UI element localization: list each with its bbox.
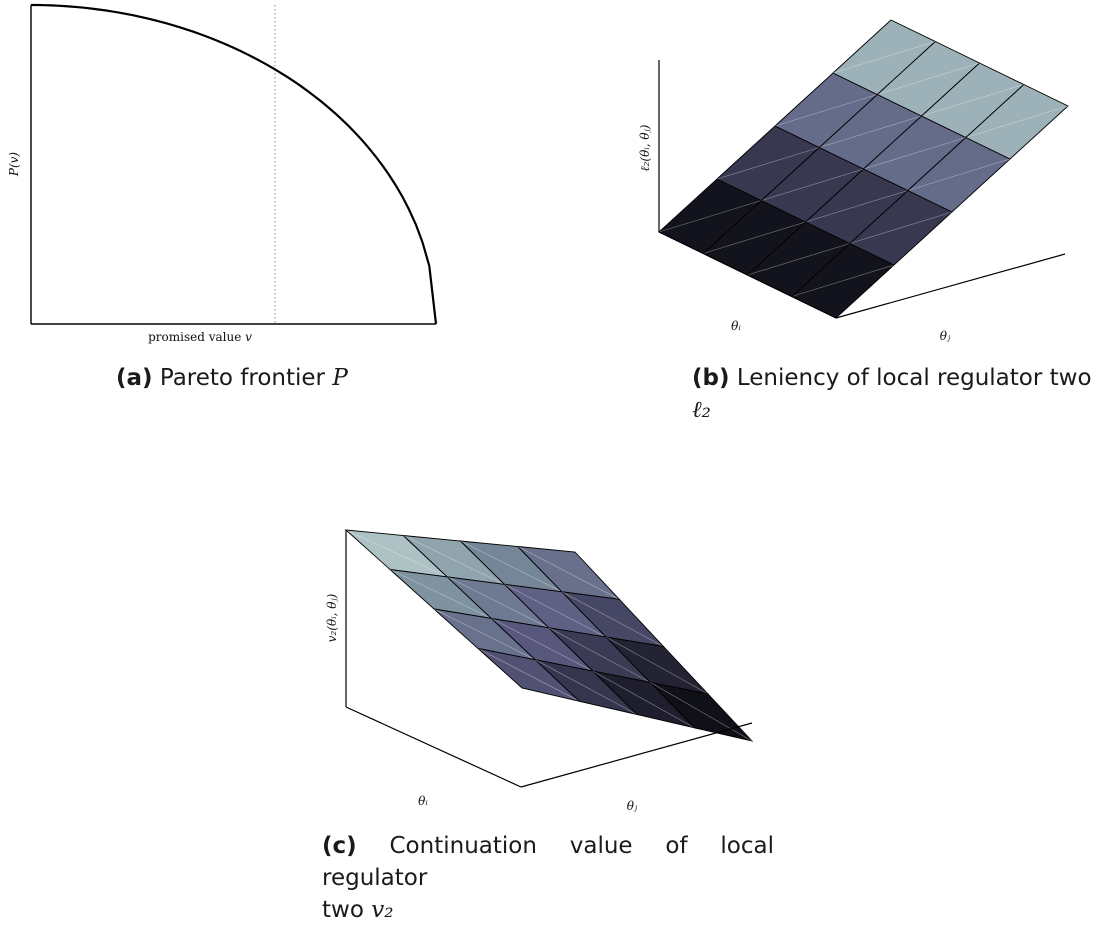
continuation-cell-diagonal-1-0: [389, 569, 492, 619]
continuation-cell-diagonal-0-3: [517, 546, 620, 600]
continuation-cell-3-3: [648, 681, 754, 742]
leniency-cell-diagonal-1-0: [716, 147, 820, 180]
caption-b-text: Leniency of local regulator two: [736, 365, 1092, 391]
caption-c-line2: two v₂: [322, 894, 774, 926]
continuation-cell-diagonal-2-3: [605, 636, 708, 695]
panel-a-xlabel: promised value v: [148, 330, 252, 344]
panel-b-zlabel: ℓ₂(θᵢ, θⱼ): [638, 124, 652, 171]
continuation-cell-diagonal-3-1: [535, 659, 638, 715]
continuation-cell-diagonal-2-1: [491, 618, 594, 672]
leniency-cell-diagonal-2-2: [863, 137, 966, 170]
leniency-cell-diagonal-0-1: [703, 221, 806, 254]
panel-b-axis-i-label: θᵢ: [731, 319, 741, 333]
leniency-cell-diagonal-0-3: [791, 264, 895, 297]
leniency-cell-diagonal-1-1: [761, 168, 864, 201]
leniency-cell-diagonal-1-3: [849, 211, 953, 244]
panel-b-j-axis: [835, 253, 1066, 319]
caption-b: (b) Leniency of local regulator two ℓ₂: [692, 362, 1098, 426]
leniency-cell-diagonal-0-0: [658, 200, 762, 233]
caption-c-math: v₂: [371, 897, 394, 923]
leniency-cell-diagonal-2-0: [774, 94, 878, 127]
leniency-surface: [658, 19, 1069, 319]
panel-c-plot: v₂(θᵢ, θⱼ) θᵢ θⱼ: [325, 529, 754, 813]
leniency-cell-diagonal-3-0: [832, 41, 936, 74]
caption-c-text-line2: two: [322, 897, 372, 923]
panel-b-axis-j-label: θⱼ: [940, 329, 951, 343]
panel-c-axis-j-label: θⱼ: [627, 799, 638, 813]
caption-b-tag: (b): [692, 365, 730, 391]
panel-a-ylabel: P(v): [7, 152, 21, 178]
caption-a-tag: (a): [116, 365, 153, 391]
caption-b-math: ℓ₂: [692, 397, 711, 423]
caption-a-text: Pareto frontier: [159, 365, 333, 391]
continuation-cell-diagonal-0-0: [345, 529, 448, 578]
leniency-cell-diagonal-2-3: [907, 158, 1011, 191]
continuation-cell-diagonal-3-2: [592, 670, 695, 729]
leniency-cell-diagonal-3-3: [965, 105, 1069, 138]
leniency-cell-3-0: [832, 19, 937, 96]
panel-c-i-axis: [345, 706, 522, 788]
continuation-cell-diagonal-3-3: [650, 682, 753, 742]
pareto-frontier-curve: [31, 3, 438, 325]
continuation-cell-diagonal-2-0: [433, 608, 536, 661]
caption-c-text-line1: Continuation value of local regulator: [322, 833, 774, 891]
panel-b-i-axis: [658, 231, 837, 319]
continuation-cell-diagonal-1-2: [504, 584, 607, 638]
leniency-cell-diagonal-0-2: [747, 243, 850, 276]
continuation-cell-diagonal-2-2: [548, 627, 651, 683]
panel-b-plot: ℓ₂(θᵢ, θⱼ) θᵢ θⱼ: [638, 19, 1069, 343]
caption-c-line1: (c) Continuation value of local regulato…: [322, 830, 774, 894]
continuation-cell-diagonal-0-1: [403, 535, 505, 585]
panel-c-j-axis: [520, 722, 753, 788]
panel-a-plot: promised value v P(v): [7, 3, 438, 344]
leniency-cell-diagonal-3-2: [921, 84, 1024, 117]
panel-c-zlabel: v₂(θᵢ, θⱼ): [325, 593, 339, 642]
caption-a: (a) Pareto frontier P: [116, 362, 348, 394]
continuation-cell-diagonal-3-0: [477, 648, 580, 702]
continuation-value-surface: [344, 529, 754, 742]
continuation-cell-diagonal-1-3: [561, 591, 664, 647]
caption-a-math: P: [332, 365, 348, 391]
continuation-cell-diagonal-0-2: [460, 540, 563, 593]
continuation-cell-diagonal-1-1: [447, 576, 549, 629]
leniency-cell-diagonal-3-1: [877, 62, 980, 95]
caption-c: (c) Continuation value of local regulato…: [322, 830, 774, 926]
leniency-cell-diagonal-2-1: [819, 115, 922, 148]
panel-c-axis-i-label: θᵢ: [418, 794, 428, 808]
leniency-cell-diagonal-1-2: [805, 190, 908, 223]
caption-c-tag: (c): [322, 833, 357, 859]
